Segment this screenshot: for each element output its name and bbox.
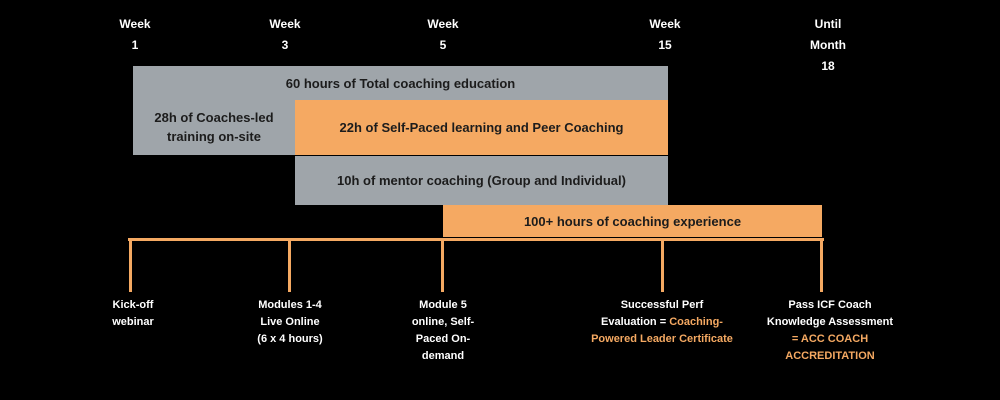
bar-coaching-experience: 100+ hours of coaching experience [443, 205, 822, 237]
milestone-icf-accreditation: Pass ICF Coach Knowledge Assessment = AC… [755, 297, 905, 365]
week-label-5: Week 5 [427, 17, 459, 52]
milestone-icf-accreditation-highlight: = ACC COACH ACCREDITATION [785, 333, 875, 363]
bar-total-coaching-education-label: 60 hours of Total coaching education [285, 76, 516, 91]
milestone-modules-1-4-text: Modules 1-4 Live Online (6 x 4 hours) [257, 299, 323, 346]
milestone-module-5: Module 5 online, Self- Paced On- demand [383, 297, 503, 365]
week-label-3: Week 3 [269, 17, 301, 52]
milestone-kickoff-webinar-text: Kick-off webinar [112, 299, 154, 329]
bar-mentor-coaching: 10h of mentor coaching (Group and Indivi… [295, 156, 668, 205]
bar-onsite-training-label: 28h of Coaches-led training on-site [154, 109, 274, 144]
bar-coaching-experience-label: 100+ hours of coaching experience [523, 213, 742, 229]
timeline-axis [128, 238, 824, 241]
milestone-perf-evaluation: Successful Perf Evaluation = Coaching-Po… [587, 297, 737, 348]
milestone-perf-evaluation-highlight: Coaching-Powered Leader Certificate [591, 316, 733, 346]
milestone-module-5-text: Module 5 online, Self- Paced On- demand [411, 299, 475, 363]
timeline-tick-week-15 [661, 238, 664, 292]
week-label-15: Week 15 [649, 17, 681, 52]
bar-mentor-coaching-label: 10h of mentor coaching (Group and Indivi… [337, 173, 626, 188]
milestone-icf-accreditation-text: Pass ICF Coach Knowledge Assessment [766, 299, 894, 329]
timeline-tick-week-3 [288, 238, 291, 292]
milestone-perf-evaluation-text: Successful Perf Evaluation = [601, 299, 704, 329]
week-label-until-month-18: Until Month 18 [810, 17, 846, 73]
timeline-tick-week-1 [129, 238, 132, 292]
timeline-tick-month-18 [820, 238, 823, 292]
bar-self-paced-learning: 22h of Self-Paced learning and Peer Coac… [295, 100, 668, 155]
milestone-kickoff-webinar: Kick-off webinar [73, 297, 193, 331]
milestone-modules-1-4: Modules 1-4 Live Online (6 x 4 hours) [225, 297, 355, 348]
timeline-tick-week-5 [441, 238, 444, 292]
bar-self-paced-learning-label: 22h of Self-Paced learning and Peer Coac… [339, 120, 624, 135]
week-label-1: Week 1 [119, 17, 151, 52]
